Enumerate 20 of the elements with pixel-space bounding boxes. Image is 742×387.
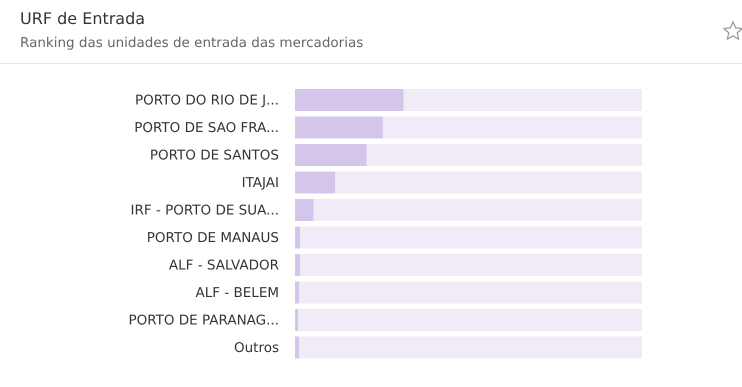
bar	[295, 226, 300, 248]
y-tick-label: PORTO DE SANTOS	[150, 148, 279, 164]
y-tick-label: PORTO DE PARANAG...	[128, 312, 279, 329]
y-tick-label: ALF - SALVADOR	[168, 258, 279, 274]
y-tick-label: ALF - BELEM	[196, 285, 279, 302]
text: URF de Entrada	[20, 9, 146, 28]
bar	[295, 172, 336, 194]
y-tick-label: PORTO DE SAO FRA...	[134, 120, 279, 136]
y-tick-label: Outros	[234, 340, 279, 356]
bar	[295, 199, 314, 221]
y-tick-label: PORTO DO RIO DE J...	[135, 92, 279, 109]
y-tick-label: ITAJAI	[242, 175, 279, 192]
bar	[295, 254, 300, 276]
chart-subtitle: Ranking das unidades de entrada das mercadorias	[20, 35, 364, 51]
bar	[295, 309, 298, 331]
bar	[295, 282, 300, 304]
bar	[295, 336, 300, 358]
y-tick-label: IRF - PORTO DE SUA...	[130, 202, 279, 219]
bar	[295, 144, 367, 166]
y-tick-label: PORTO DE MANAUS	[146, 230, 279, 246]
